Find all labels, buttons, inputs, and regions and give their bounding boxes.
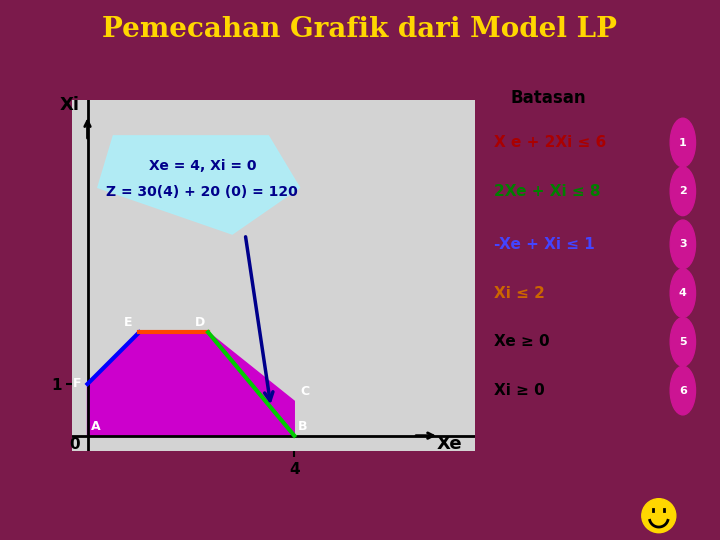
Circle shape: [670, 318, 696, 366]
Text: Batasan: Batasan: [510, 90, 585, 107]
Text: 6: 6: [679, 386, 687, 395]
Text: X e + 2Xi ≤ 6: X e + 2Xi ≤ 6: [494, 135, 606, 150]
Text: Xe = 4, Xi = 0: Xe = 4, Xi = 0: [148, 159, 256, 173]
Text: 3: 3: [679, 239, 687, 249]
Text: Xi ≥ 0: Xi ≥ 0: [494, 383, 544, 398]
Circle shape: [670, 269, 696, 318]
Circle shape: [642, 499, 676, 532]
Polygon shape: [98, 136, 300, 234]
Text: Xe: Xe: [436, 435, 462, 453]
Polygon shape: [88, 332, 294, 436]
Text: C: C: [300, 385, 310, 398]
Text: Xi: Xi: [60, 96, 79, 114]
Text: 2Xe + Xi ≤ 8: 2Xe + Xi ≤ 8: [494, 184, 600, 199]
Text: 2: 2: [679, 186, 687, 196]
Circle shape: [670, 167, 696, 215]
Text: Z = 30(4) + 20 (0) = 120: Z = 30(4) + 20 (0) = 120: [107, 185, 298, 199]
Circle shape: [670, 366, 696, 415]
Text: B: B: [297, 421, 307, 434]
Text: Xi ≤ 2: Xi ≤ 2: [494, 286, 545, 301]
Text: F: F: [73, 376, 81, 389]
Text: 4: 4: [679, 288, 687, 298]
Circle shape: [670, 118, 696, 167]
Text: A: A: [91, 421, 100, 434]
Text: 0: 0: [69, 436, 80, 451]
Text: 5: 5: [679, 337, 687, 347]
Text: 1: 1: [679, 138, 687, 147]
Text: Pemecahan Grafik dari Model LP: Pemecahan Grafik dari Model LP: [102, 16, 618, 43]
Text: Xe ≥ 0: Xe ≥ 0: [494, 334, 549, 349]
Text: -Xe + Xi ≤ 1: -Xe + Xi ≤ 1: [494, 237, 595, 252]
Text: E: E: [124, 316, 132, 329]
Text: D: D: [195, 316, 205, 329]
Circle shape: [670, 220, 696, 269]
